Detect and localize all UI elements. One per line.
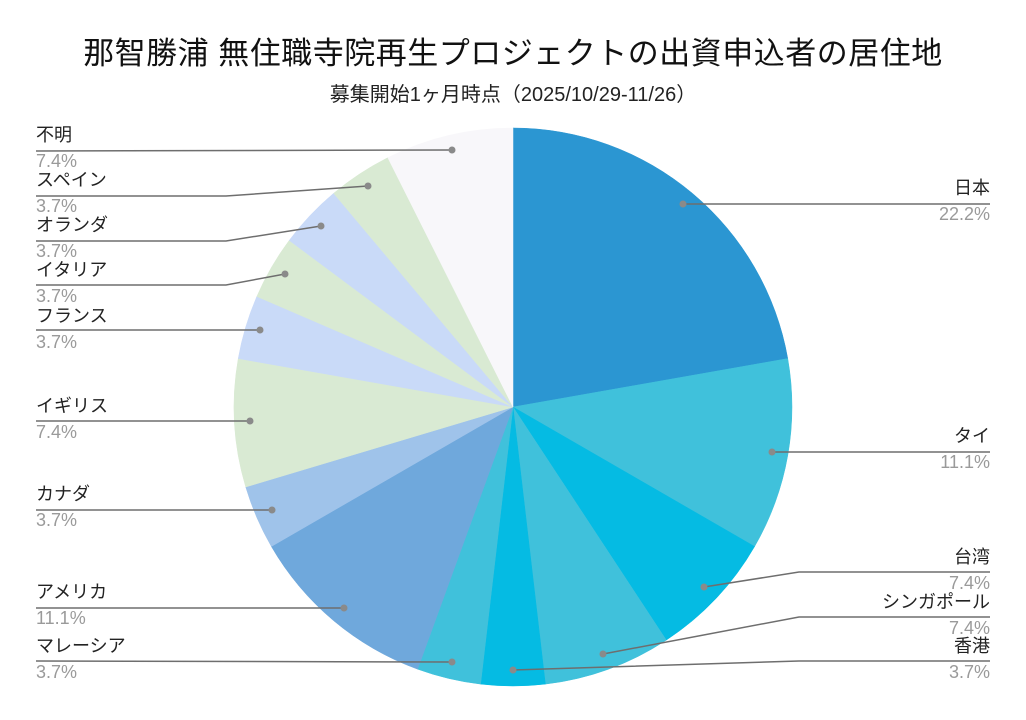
chart-title: 那智勝浦 無住職寺院再生プロジェクトの出資申込者の居住地 (83, 36, 943, 71)
leader-line (35, 149, 453, 152)
slice-label-percent: 3.7% (36, 241, 78, 261)
slice-label: 日本 22.2% (939, 178, 990, 224)
slice-label-percent: 11.1% (36, 608, 86, 628)
pie-slice-1 (512, 358, 793, 547)
leader-dot (256, 326, 264, 334)
slice-label: イタリア 3.7% (36, 260, 107, 306)
slice-label: 香港 3.7% (949, 636, 990, 682)
pie-slice-13 (387, 127, 514, 408)
slice-label: シンガポール 7.4% (882, 592, 990, 638)
slice-label-name: 日本 (954, 178, 990, 198)
slice-label-name: オランダ (36, 215, 108, 235)
leader-dot (317, 222, 325, 230)
slice-label: イギリス 7.4% (36, 396, 108, 442)
slice-label-name: スペイン (36, 170, 107, 190)
pie-slice-8 (233, 358, 514, 488)
slice-label-name: シンガポール (882, 592, 990, 612)
pie-slices (233, 127, 793, 687)
leader-dot (599, 650, 607, 658)
slice-label-percent: 3.7% (36, 286, 78, 306)
slice-label-name: 不明 (36, 125, 72, 145)
leader-dot (364, 182, 372, 190)
slice-label: マレーシア 3.7% (36, 636, 126, 682)
slice-label-name: カナダ (36, 484, 90, 504)
pie-slice-6 (271, 406, 514, 670)
leader-line (703, 571, 990, 588)
leader-dot (246, 417, 254, 425)
slice-label-name: マレーシア (36, 636, 126, 656)
slice-label-name: イタリア (36, 260, 108, 280)
leader-line (35, 660, 453, 663)
slice-label: スペイン 3.7% (36, 170, 107, 216)
slice-label-name: イギリス (36, 396, 108, 416)
slice-label-percent: 3.7% (36, 332, 78, 352)
leader-dot (768, 448, 776, 456)
slice-label-percent: 3.7% (36, 662, 78, 682)
slice-label: 台湾 7.4% (949, 547, 990, 593)
slice-label-percent: 7.4% (36, 151, 78, 171)
leader-dot (448, 146, 456, 154)
leader-dot (340, 604, 348, 612)
slice-label-percent: 7.4% (948, 573, 990, 593)
slice-label-percent: 7.4% (36, 422, 78, 442)
slice-label-name: アメリカ (36, 582, 108, 602)
slice-label: カナダ 3.7% (36, 484, 90, 530)
chart-subtitle: 募集開始1ヶ月時点（2025/10/29-11/26） (329, 84, 697, 106)
leader-line (36, 225, 322, 242)
slice-label: 不明 7.4% (36, 125, 77, 171)
slice-label-name: 香港 (954, 636, 990, 656)
slice-label: フランス 3.7% (36, 306, 108, 352)
leader-dot (509, 666, 517, 674)
leader-line (512, 660, 990, 671)
slice-label-percent: 3.7% (36, 510, 78, 530)
leader-dot (700, 583, 708, 591)
slice-label: オランダ 3.7% (36, 215, 108, 261)
slice-label-name: 台湾 (954, 547, 990, 567)
pie-slice-2 (512, 406, 755, 641)
leader-line (602, 616, 990, 655)
slice-label-percent: 3.7% (948, 662, 990, 682)
slice-label-percent: 22.2% (938, 204, 990, 224)
slice-label: アメリカ 11.1% (36, 582, 107, 628)
leader-line (36, 273, 286, 286)
slice-label: タイ 11.1% (940, 426, 990, 472)
leader-lines (35, 146, 990, 674)
leader-dot (448, 658, 456, 666)
slice-label-percent: 11.1% (940, 452, 990, 472)
slice-label-name: フランス (36, 306, 108, 326)
pie-slice-0 (512, 127, 789, 408)
leader-dot (268, 506, 276, 514)
leader-line (36, 185, 369, 197)
slice-label-name: タイ (954, 426, 990, 446)
leader-dot (281, 270, 289, 278)
slice-label-percent: 7.4% (948, 618, 990, 638)
slice-label-percent: 3.7% (36, 196, 78, 216)
leader-dot (679, 200, 687, 208)
